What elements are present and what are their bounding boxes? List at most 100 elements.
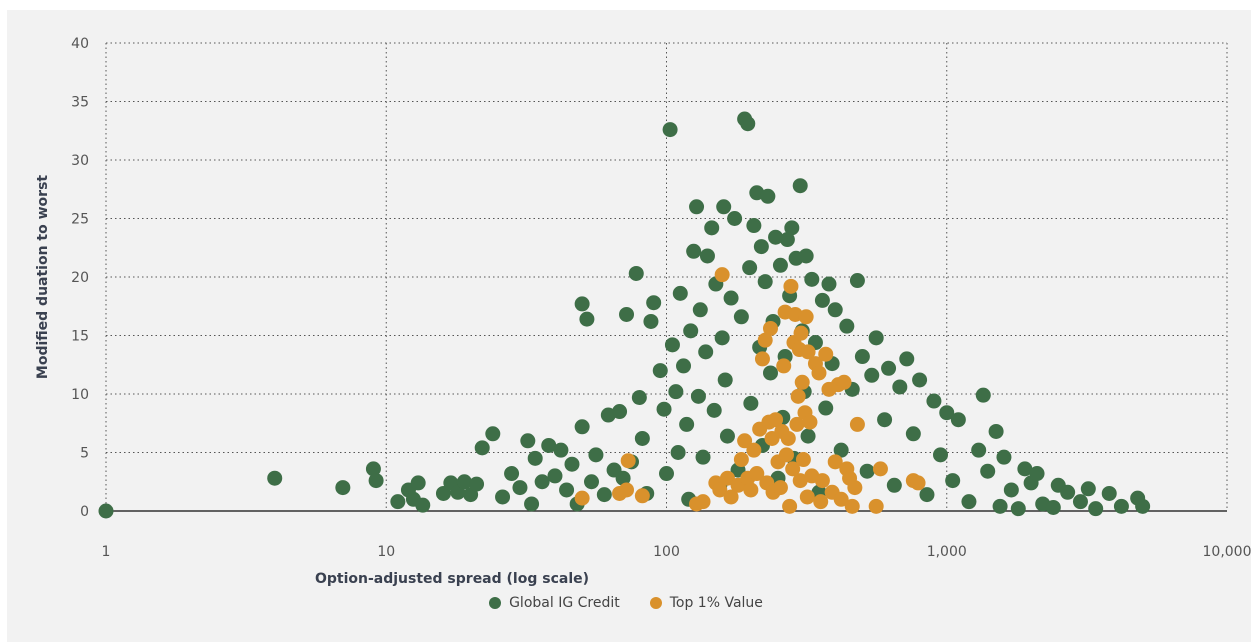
data-point-top-1-value — [795, 452, 811, 468]
y-tick-label: 20 — [71, 270, 89, 286]
data-point-top-1-value — [746, 442, 762, 458]
x-tick-label: 100 — [653, 544, 680, 560]
data-point-top-1-value — [714, 267, 730, 283]
data-point-global-ig-credit — [746, 218, 762, 234]
data-point-global-ig-credit — [971, 442, 987, 458]
data-point-global-ig-credit — [1072, 494, 1088, 510]
data-point-global-ig-credit — [656, 401, 672, 417]
data-point-global-ig-credit — [698, 344, 714, 360]
data-point-global-ig-credit — [410, 475, 426, 491]
data-point-top-1-value — [827, 454, 843, 470]
data-point-global-ig-credit — [652, 363, 668, 379]
data-point-top-1-value — [780, 430, 796, 446]
data-point-global-ig-credit — [868, 330, 884, 346]
data-point-global-ig-credit — [833, 442, 849, 458]
data-point-global-ig-credit — [733, 309, 749, 325]
data-point-global-ig-credit — [945, 473, 961, 489]
data-point-global-ig-credit — [975, 387, 991, 403]
data-point-global-ig-credit — [524, 496, 540, 512]
data-point-global-ig-credit — [699, 248, 715, 264]
data-point-top-1-value — [910, 475, 926, 491]
data-point-global-ig-credit — [1003, 482, 1019, 498]
data-point-global-ig-credit — [485, 426, 501, 442]
y-tick-label: 0 — [80, 504, 89, 520]
data-point-global-ig-credit — [368, 473, 384, 489]
data-point-top-1-value — [719, 470, 735, 486]
data-point-global-ig-credit — [1080, 481, 1096, 497]
data-point-top-1-value — [836, 374, 852, 390]
data-point-global-ig-credit — [1060, 484, 1076, 500]
series-top-1-value — [574, 267, 926, 514]
x-axis-ticks: 1 10 100 1,000 10,000 — [102, 544, 1252, 560]
data-point-global-ig-credit — [1029, 466, 1045, 482]
data-point-global-ig-credit — [672, 285, 688, 301]
data-point-global-ig-credit — [527, 450, 543, 466]
data-point-global-ig-credit — [905, 426, 921, 442]
data-point-global-ig-credit — [596, 487, 612, 503]
data-point-top-1-value — [743, 482, 759, 498]
data-point-global-ig-credit — [723, 290, 739, 306]
data-point-top-1-value — [798, 309, 814, 325]
data-point-global-ig-credit — [753, 239, 769, 255]
data-point-global-ig-credit — [859, 463, 875, 479]
y-tick-label: 30 — [71, 153, 89, 169]
data-point-global-ig-credit — [881, 360, 897, 376]
data-point-global-ig-credit — [821, 276, 837, 292]
data-point-global-ig-credit — [686, 243, 702, 259]
data-point-global-ig-credit — [574, 419, 590, 435]
data-point-global-ig-credit — [512, 480, 528, 496]
data-point-global-ig-credit — [692, 302, 708, 318]
y-axis-ticks: 0 5 10 15 20 25 30 35 40 — [71, 36, 89, 520]
data-point-top-1-value — [634, 488, 650, 504]
data-point-global-ig-credit — [980, 463, 996, 479]
data-point-top-1-value — [737, 433, 753, 449]
data-point-top-1-value — [818, 346, 834, 362]
data-point-global-ig-credit — [939, 405, 955, 421]
x-tick-label: 1,000 — [927, 544, 967, 560]
data-point-global-ig-credit — [634, 430, 650, 446]
x-tick-label: 10,000 — [1203, 544, 1252, 560]
data-point-global-ig-credit — [1017, 461, 1033, 477]
data-point-top-1-value — [757, 332, 773, 348]
data-point-global-ig-credit — [668, 384, 684, 400]
data-point-global-ig-credit — [679, 416, 695, 432]
data-point-global-ig-credit — [588, 447, 604, 463]
data-point-top-1-value — [768, 412, 784, 428]
data-point-global-ig-credit — [886, 477, 902, 493]
data-point-global-ig-credit — [716, 199, 732, 215]
data-point-top-1-value — [733, 452, 749, 468]
data-point-global-ig-credit — [1101, 485, 1117, 501]
data-point-global-ig-credit — [683, 323, 699, 339]
data-point-global-ig-credit — [961, 494, 977, 510]
data-point-top-1-value — [789, 416, 805, 432]
data-point-global-ig-credit — [495, 489, 511, 505]
y-tick-label: 40 — [71, 36, 89, 52]
data-point-global-ig-credit — [335, 480, 351, 496]
data-point-top-1-value — [868, 498, 884, 514]
data-point-global-ig-credit — [520, 433, 536, 449]
data-point-global-ig-credit — [390, 494, 406, 510]
data-point-global-ig-credit — [877, 412, 893, 428]
data-point-top-1-value — [782, 498, 798, 514]
x-axis-title: Option-adjusted spread (log scale) — [315, 571, 589, 587]
data-point-global-ig-credit — [615, 470, 631, 486]
data-point-global-ig-credit — [1088, 501, 1104, 517]
legend-swatch-global-ig-credit — [489, 597, 502, 609]
data-point-global-ig-credit — [547, 468, 563, 484]
data-point-top-1-value — [785, 461, 801, 477]
data-point-top-1-value — [844, 498, 860, 514]
data-point-global-ig-credit — [1010, 501, 1026, 517]
data-point-top-1-value — [794, 374, 810, 390]
data-point-global-ig-credit — [950, 412, 966, 428]
data-point-global-ig-credit — [800, 428, 816, 444]
data-point-global-ig-credit — [814, 292, 830, 308]
data-point-global-ig-credit — [1045, 499, 1061, 515]
data-points — [98, 111, 1151, 519]
data-point-global-ig-credit — [762, 365, 778, 381]
data-point-top-1-value — [802, 414, 818, 430]
data-point-global-ig-credit — [818, 400, 834, 416]
data-point-top-1-value — [783, 278, 799, 294]
data-point-global-ig-credit — [849, 273, 865, 289]
data-point-global-ig-credit — [926, 393, 942, 409]
data-point-top-1-value — [790, 388, 806, 404]
